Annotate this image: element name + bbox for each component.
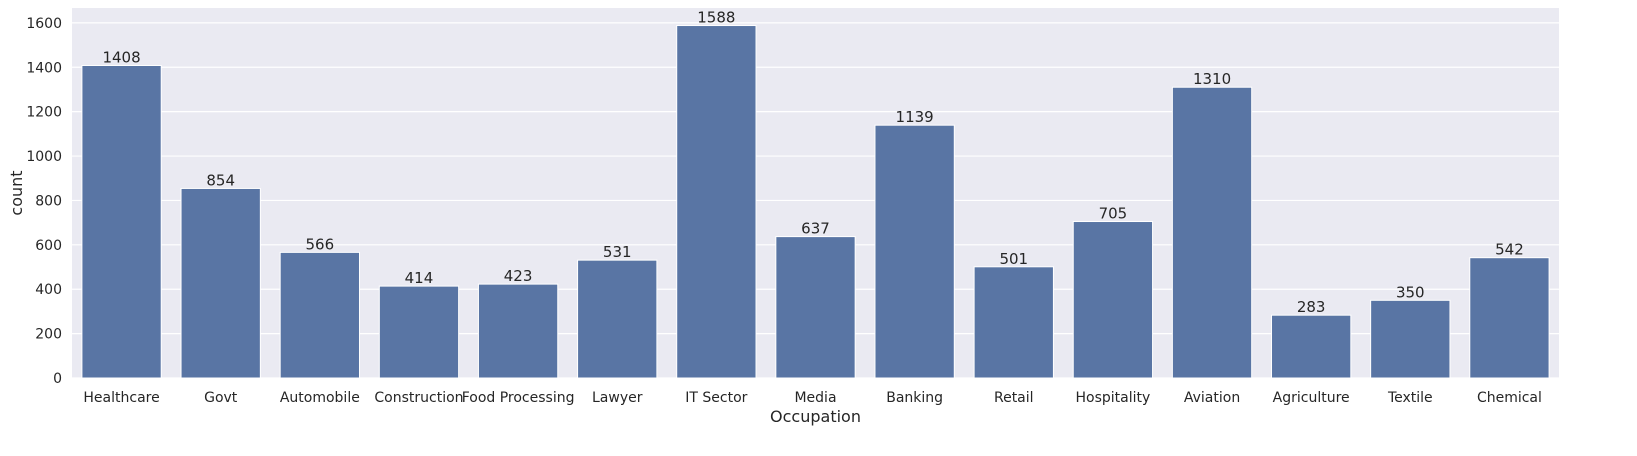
x-tick-label: Food Processing [462,390,575,406]
y-tick-label: 1200 [26,105,62,121]
x-tick-label: Banking [886,390,943,406]
y-tick-label: 1600 [26,16,62,32]
y-axis-title: count [7,170,26,215]
bar-agriculture [1271,314,1352,379]
bar-value-label: 1310 [1193,70,1231,88]
y-tick-label: 600 [35,238,62,254]
bar-value-label: 423 [504,267,533,285]
bar-media [775,236,856,379]
y-axis-ticks: 0 200 400 600 800 1000 1200 1400 1600 [26,16,62,387]
x-axis-ticks: Healthcare Govt Automobile ConstructionFood… [83,390,1542,406]
x-tick-label: Automobile [280,390,360,406]
bar-lawyer [577,259,658,379]
bar-value-label: 854 [206,171,235,189]
x-tick-label: Lawyer [592,390,643,406]
bar-banking [874,124,955,379]
bar-textile [1370,299,1451,379]
bar-chemical [1469,257,1550,379]
x-tick-label: Agriculture [1273,390,1350,406]
y-tick-label: 1400 [26,60,62,76]
bar-govt [180,187,261,379]
x-tick-label: Healthcare [83,390,159,406]
bar-value-label: 531 [603,243,632,261]
y-tick-label: 800 [35,193,62,209]
x-tick-label: Aviation [1184,390,1240,406]
bar-healthcare [81,64,162,379]
x-tick-label: Govt [204,390,238,406]
bars [81,25,1550,379]
x-axis-title: Occupation [770,407,861,426]
bar-value-label: 283 [1297,298,1326,316]
bar-hospitality [1072,221,1154,379]
bar-value-label: 350 [1396,283,1425,301]
x-tick-label: Hospitality [1076,390,1151,406]
y-tick-label: 200 [35,327,62,343]
bar-retail [973,266,1054,379]
y-tick-label: 1000 [26,149,62,165]
bar-food-processing [477,283,559,379]
bar-value-label: 566 [306,235,335,253]
x-tick-label: Construction [374,390,463,406]
bar-construction [378,285,460,379]
bar-value-label: 1408 [102,48,140,66]
x-tick-label: Retail [994,390,1034,406]
bar-value-label: 1588 [697,9,735,27]
x-tick-label: IT Sector [685,390,747,406]
bar-value-label: 414 [405,269,434,287]
x-tick-label: Media [794,390,836,406]
bar-value-label: 1139 [896,108,934,126]
bar-value-label: 637 [801,220,830,238]
y-tick-label: 400 [35,282,62,298]
bar-aviation [1171,86,1253,379]
bar-value-label: 501 [999,250,1028,268]
data-labels: 1408 854 566 414 423 531 1588 637 1139 501 705 1310… [102,9,1523,317]
x-tick-label: Textile [1387,390,1433,406]
bar-it-sector [676,25,757,379]
x-tick-label: Chemical [1477,390,1542,406]
y-tick-label: 0 [53,371,62,387]
bar-value-label: 542 [1495,241,1524,259]
bar-automobile [279,251,360,379]
bar-value-label: 705 [1099,205,1128,223]
